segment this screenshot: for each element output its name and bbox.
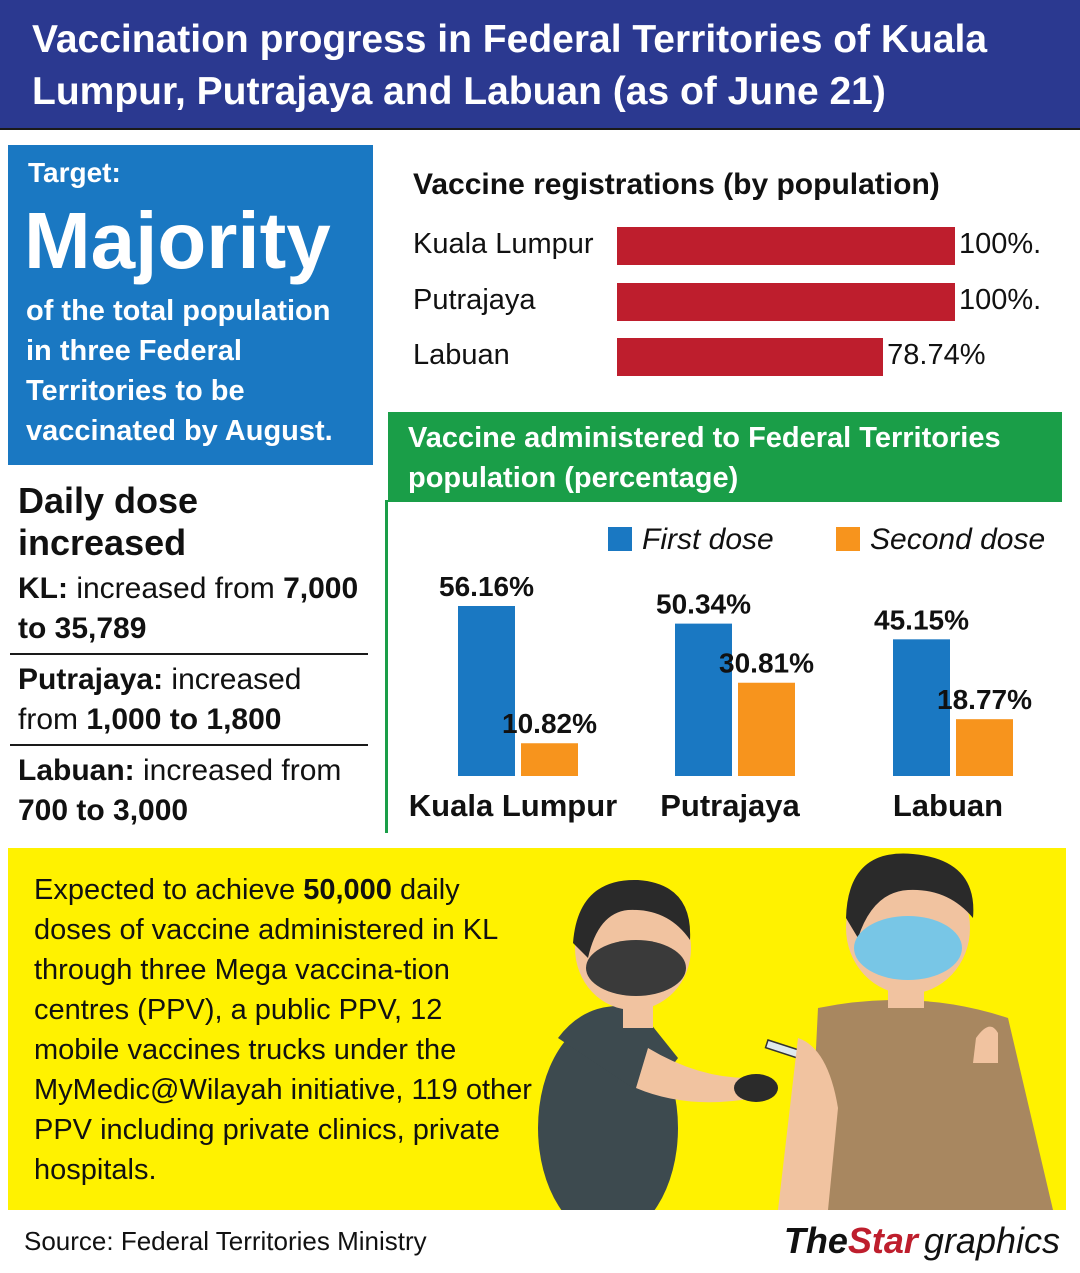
registration-row: Kuala Lumpur 100%. [413,224,1073,265]
data-label: 45.15% [874,604,969,635]
patient-arm [778,1038,838,1210]
vaccination-illustration [538,853,1053,1210]
registration-row: Putrajaya 100%. [413,280,1073,321]
target-box: Target: Majority of the total population… [8,145,373,465]
thumbs-up-icon [973,1026,998,1063]
data-label: 56.16% [439,571,534,602]
promo-text-bold: 50,000 [303,874,392,906]
nurse-hair [573,879,691,958]
legend-label-second-dose: Second dose [870,523,1046,556]
daily-item-labuan-text: increased from [134,754,342,787]
registration-label: Putrajaya [413,284,536,316]
daily-item-kl: KL: increased from 7,000 to 35,789 [10,564,368,655]
data-label: 50.34% [656,589,751,620]
registrations-chart-title: Vaccine registrations (by population) [413,168,940,201]
source-note: Source: Federal Territories Ministry [24,1226,427,1256]
bar-first-dose [458,606,515,776]
logo-the: The [783,1220,848,1261]
category-label: Putrajaya [660,788,800,823]
daily-item-putrajaya-name: Putrajaya: [18,663,164,696]
daily-item-kl-text: increased from [67,572,284,605]
legend-swatch-second-dose [836,527,860,551]
daily-dose-panel: Daily dose increased KL: increased from … [10,480,375,835]
daily-item-labuan-range: 700 to 3,000 [18,794,189,827]
registration-bar [617,338,884,376]
logo-graphics: graphics [923,1220,1060,1261]
daily-item-kl-name: KL: [18,572,68,605]
administered-chart-header: Vaccine administered to Federal Territor… [388,412,1062,502]
legend-label-first-dose: First dose [642,523,774,556]
category-label: Labuan [893,788,1003,823]
promo-text: Expected to achieve 50,000 daily doses o… [34,870,534,1190]
legend-first-dose: First dose [608,524,774,556]
daily-item-kl-range: 7,000 to 35,789 [18,572,359,645]
administered-chart-divider [385,500,388,833]
daily-dose-title: Daily dose increased [18,480,199,563]
registration-label: Labuan [413,339,510,371]
target-description: of the total population in three Federal… [26,295,333,447]
daily-item-labuan: Labuan: increased from 700 to 3,000 [10,746,375,835]
registration-value: 100%. [959,284,1042,316]
administered-chart-title: Vaccine administered to Federal Territor… [408,422,1001,494]
registration-bar [617,283,955,321]
page-title: Vaccination progress in Federal Territor… [32,18,988,113]
registration-bar [617,227,955,265]
nurse-glove [734,1074,778,1102]
nurse-mask [586,940,686,996]
promo-text-start: Expected to achieve [34,874,304,906]
bar-first-dose [675,623,732,776]
patient-mask [854,916,962,980]
patient-shirt [808,1000,1053,1210]
bar-second-dose [738,682,795,776]
bar-first-dose [893,639,950,776]
header-banner: Vaccination progress in Federal Territor… [0,0,1080,130]
target-headline: Majority [24,196,331,285]
daily-item-putrajaya: Putrajaya: increased from 1,000 to 1,800 [10,655,368,746]
legend-swatch-first-dose [608,527,632,551]
registration-label: Kuala Lumpur [413,228,594,260]
logo-star: Star [847,1220,918,1261]
daily-item-putrajaya-text: increased from [18,663,302,736]
legend-second-dose: Second dose [836,524,1045,556]
promo-panel: Expected to achieve 50,000 daily doses o… [8,848,1066,1210]
nurse-arm [636,1048,754,1103]
data-label: 30.81% [719,648,814,679]
category-label: Kuala Lumpur [409,788,617,823]
data-label: 10.82% [502,708,597,739]
promo-text-end: daily doses of vaccine administered in K… [34,874,532,1186]
daily-item-labuan-name: Labuan: [18,754,135,787]
target-label: Target: [28,157,121,188]
registration-row: Labuan 78.74% [413,335,1073,376]
registration-value: 100%. [959,228,1042,260]
thestar-logo: TheStar graphics [784,1220,1060,1262]
bar-second-dose [956,719,1013,776]
daily-item-putrajaya-range: 1,000 to 1,800 [86,703,282,736]
registration-value: 78.74% [887,339,986,371]
bar-second-dose [521,743,578,776]
patient-hair [846,853,974,938]
data-label: 18.77% [937,684,1032,715]
